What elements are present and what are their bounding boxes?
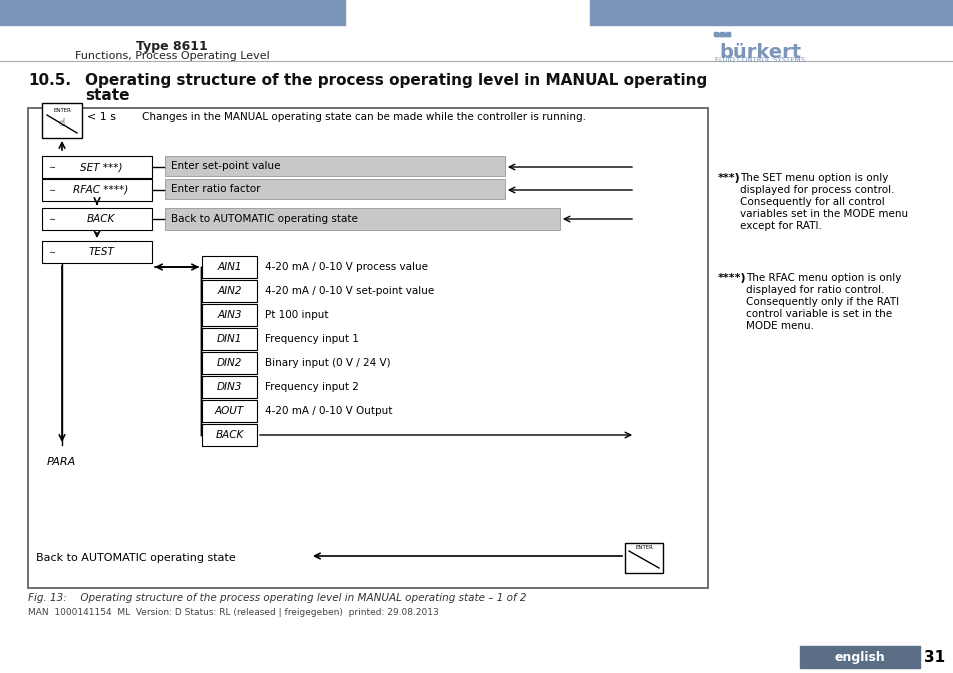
Text: TEST: TEST <box>88 247 113 257</box>
Text: The SET menu option is only: The SET menu option is only <box>740 173 887 183</box>
Text: ∼: ∼ <box>48 215 55 223</box>
Text: DIN1: DIN1 <box>216 334 242 344</box>
Text: Changes in the MANUAL operating state can be made while the controller is runnin: Changes in the MANUAL operating state ca… <box>142 112 585 122</box>
Text: ENTER: ENTER <box>635 545 652 550</box>
Text: Operating structure of the process operating level in MANUAL operating: Operating structure of the process opera… <box>85 73 706 88</box>
Bar <box>713 32 718 36</box>
Text: state: state <box>85 88 130 103</box>
Bar <box>725 32 729 36</box>
Bar <box>202 424 256 446</box>
Text: Frequency input 2: Frequency input 2 <box>265 382 358 392</box>
Text: AIN1: AIN1 <box>217 262 241 272</box>
Text: displayed for process control.: displayed for process control. <box>740 185 894 195</box>
Text: ENTER: ENTER <box>53 108 71 113</box>
Text: ****): ****) <box>718 273 746 283</box>
Text: ∼: ∼ <box>48 248 55 256</box>
Text: Binary input (0 V / 24 V): Binary input (0 V / 24 V) <box>265 358 390 368</box>
Text: AOUT: AOUT <box>214 406 244 416</box>
Text: RFAC ****): RFAC ****) <box>73 185 129 195</box>
Bar <box>165 208 559 230</box>
Bar <box>624 543 662 573</box>
Bar <box>165 156 504 176</box>
Text: MAN  1000141154  ML  Version: D Status: RL (released | freigegeben)  printed: 29: MAN 1000141154 ML Version: D Status: RL … <box>28 608 438 617</box>
Text: ☝: ☝ <box>58 118 66 128</box>
Bar <box>42 156 152 178</box>
Text: Consequently only if the RATI: Consequently only if the RATI <box>745 297 898 307</box>
Text: AIN2: AIN2 <box>217 286 241 296</box>
Text: displayed for ratio control.: displayed for ratio control. <box>745 285 883 295</box>
Text: FLUID CONTROL SYSTEMS: FLUID CONTROL SYSTEMS <box>714 57 804 63</box>
Text: Enter ratio factor: Enter ratio factor <box>171 184 260 194</box>
Bar <box>202 280 256 302</box>
Bar <box>165 179 504 199</box>
Text: 4-20 mA / 0-10 V process value: 4-20 mA / 0-10 V process value <box>265 262 428 272</box>
Bar <box>202 304 256 326</box>
Text: except for RATI.: except for RATI. <box>740 221 821 231</box>
Bar <box>42 241 152 263</box>
Text: Pt 100 input: Pt 100 input <box>265 310 328 320</box>
Bar <box>202 328 256 350</box>
Bar <box>202 376 256 398</box>
Bar <box>589 0 953 25</box>
Text: Frequency input 1: Frequency input 1 <box>265 334 358 344</box>
Text: MODE menu.: MODE menu. <box>745 321 813 331</box>
Text: DIN2: DIN2 <box>216 358 242 368</box>
Bar <box>800 646 919 668</box>
Text: Fig. 13:  Operating structure of the process operating level in MANUAL operating: Fig. 13: Operating structure of the proc… <box>28 593 526 603</box>
Text: SET ***): SET ***) <box>80 162 122 172</box>
Text: Back to AUTOMATIC operating state: Back to AUTOMATIC operating state <box>171 214 357 224</box>
Text: ***): ***) <box>718 173 740 183</box>
Text: ∼: ∼ <box>48 186 55 194</box>
Bar <box>28 108 707 588</box>
Text: Back to AUTOMATIC operating state: Back to AUTOMATIC operating state <box>36 553 235 563</box>
Text: BACK: BACK <box>215 430 243 440</box>
Bar <box>42 103 82 138</box>
Text: 4-20 mA / 0-10 V Output: 4-20 mA / 0-10 V Output <box>265 406 392 416</box>
Text: DIN3: DIN3 <box>216 382 242 392</box>
Text: The RFAC menu option is only: The RFAC menu option is only <box>745 273 901 283</box>
Text: 31: 31 <box>923 649 944 664</box>
Bar <box>720 32 723 36</box>
Text: Functions, Process Operating Level: Functions, Process Operating Level <box>74 51 269 61</box>
Text: english: english <box>834 651 884 664</box>
Bar <box>202 400 256 422</box>
Text: 10.5.: 10.5. <box>28 73 71 88</box>
Text: AIN3: AIN3 <box>217 310 241 320</box>
Text: Type 8611: Type 8611 <box>136 40 208 53</box>
Text: bürkert: bürkert <box>719 43 801 62</box>
Text: PARA: PARA <box>47 457 76 467</box>
Text: control variable is set in the: control variable is set in the <box>745 309 891 319</box>
Text: BACK: BACK <box>87 214 115 224</box>
Bar <box>202 256 256 278</box>
Text: 4-20 mA / 0-10 V set-point value: 4-20 mA / 0-10 V set-point value <box>265 286 434 296</box>
Bar <box>713 33 729 36</box>
Text: variables set in the MODE menu: variables set in the MODE menu <box>740 209 907 219</box>
Bar <box>202 352 256 374</box>
Bar <box>42 208 152 230</box>
Text: Enter set-point value: Enter set-point value <box>171 161 280 171</box>
Text: < 1 s: < 1 s <box>87 112 116 122</box>
Text: Consequently for all control: Consequently for all control <box>740 197 883 207</box>
Text: ∼: ∼ <box>48 162 55 172</box>
Bar <box>42 179 152 201</box>
Bar <box>0 0 345 25</box>
